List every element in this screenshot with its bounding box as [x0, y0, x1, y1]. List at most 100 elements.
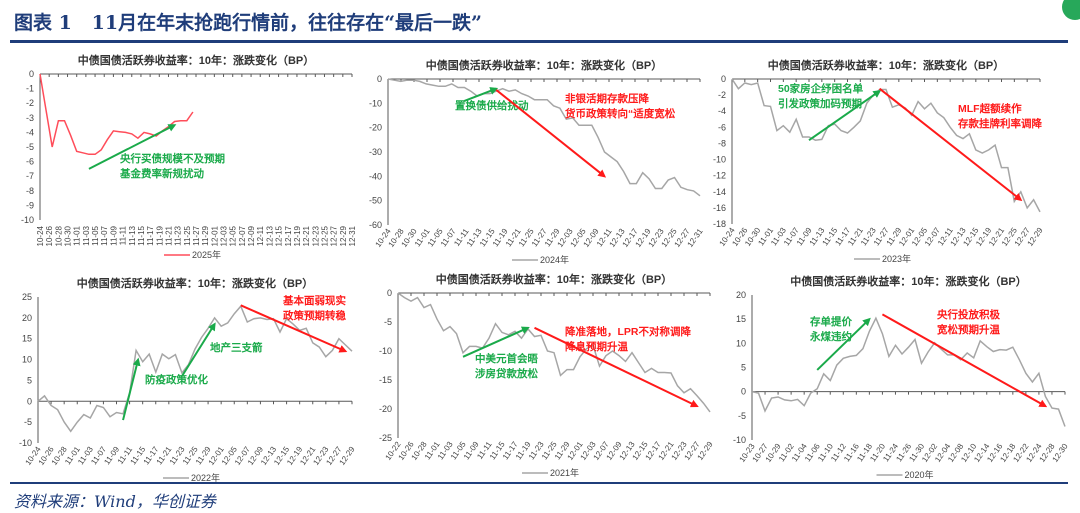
title-divider — [10, 40, 1068, 43]
annotation-text: 宽松预期升温 — [936, 323, 1000, 336]
app-badge-icon[interactable] — [1062, 0, 1080, 20]
footer-divider — [10, 482, 1068, 484]
y-tick-label: -30 — [369, 147, 382, 157]
series-line-2020年 — [751, 316, 1066, 427]
x-tick-label: 12-19 — [293, 225, 302, 246]
down-trend-arrow — [240, 304, 348, 353]
y-tick-label: -1 — [26, 84, 34, 94]
y-tick-label: -50 — [369, 196, 382, 206]
series-line-2024年 — [387, 78, 701, 197]
legend-label: 2022年 — [191, 472, 220, 483]
annotation-text: 置换债供给扰动 — [455, 99, 529, 112]
x-tick-label: 11-19 — [155, 225, 164, 245]
x-tick-label: 12-11 — [256, 225, 265, 245]
annotation-text: 降息预期升温 — [565, 340, 628, 353]
y-tick-label: -20 — [379, 404, 392, 414]
annotation-text: MLF超额续作 — [958, 102, 1022, 115]
y-tick-label: 10 — [22, 355, 32, 365]
annotation-text: 地产三支箭 — [210, 341, 263, 354]
chart-title: 中债国债活跃券收益率：10年：涨跌变化（BP） — [790, 274, 1027, 288]
chart-2022: 中债国债活跃券收益率：10年：涨跌变化（BP） 25 20 15 10 5 0 -5 -10 10… — [0, 270, 360, 483]
y-tick-label: 25 — [22, 292, 32, 302]
y-tick-label: -9 — [26, 200, 34, 210]
x-tick-label: 11-15 — [137, 225, 146, 245]
x-tick-label: 12-17 — [284, 225, 293, 246]
y-tick-label: -8 — [26, 186, 34, 196]
x-tick-label: 12-05 — [229, 225, 238, 246]
annotation-text: 非银活期存款压降 — [565, 92, 649, 105]
annotation-text: 货币政策转向“适度宽松 — [564, 107, 676, 120]
chart-svg: 中债国债活跃券收益率：10年：涨跌变化（BP）0-5-10-15-20-2510… — [379, 272, 715, 478]
up-trend-arrow — [464, 87, 499, 102]
annotation-text: 引发政策加码预期 — [778, 97, 862, 110]
y-tick-label: -10 — [379, 346, 392, 356]
y-tick-label: 5 — [741, 363, 746, 373]
y-tick-label: -12 — [713, 171, 726, 181]
chart-title: 中债国债活跃券收益率：10年：涨跌变化（BP） — [426, 58, 663, 72]
y-tick-label: -6 — [718, 122, 726, 132]
series-line-2022年 — [37, 304, 353, 433]
y-tick-label: 20 — [736, 290, 746, 300]
x-tick-label: 11-23 — [174, 225, 183, 245]
y-tick-label: -10 — [19, 438, 32, 448]
chart-svg: 中债国债活跃券收益率：10年：涨跌变化（BP） 0 -1 -2 -3 -4 -5 -6 -7 -8… — [21, 53, 357, 260]
y-tick-label: -2 — [26, 98, 34, 108]
y-tick-label: -60 — [369, 220, 382, 230]
annotation-text: 基本面弱现实 — [282, 294, 346, 307]
y-tick-label: -5 — [738, 411, 746, 421]
y-tick-label: 0 — [741, 387, 746, 397]
x-tick-label: 11-27 — [192, 225, 201, 245]
y-tick-label: 0 — [721, 74, 726, 84]
x-tick-label: 12-13 — [265, 225, 274, 246]
annotation-text: 防疫政策优化 — [145, 373, 208, 386]
y-tick-label: -14 — [713, 187, 726, 197]
chart-2025: 中债国债活跃券收益率：10年：涨跌变化（BP） 0 -1 -2 -3 -4 -5 -6 -7 -8… — [0, 52, 360, 267]
y-tick-label: 0 — [377, 74, 382, 84]
chart-title: 中债国债活跃券收益率：10年：涨跌变化（BP） — [78, 53, 315, 67]
up-trend-arrow — [88, 124, 177, 170]
y-tick-label: -5 — [26, 142, 34, 152]
down-trend-arrow — [534, 326, 699, 408]
y-tick-label: 20 — [22, 313, 32, 323]
down-trend-arrow — [495, 89, 607, 178]
annotation-text: 中美元首会晤 — [475, 352, 538, 365]
chart-svg: 中债国债活跃券收益率：10年：涨跌变化（BP）2520151050-5-1010… — [19, 276, 357, 483]
x-tick-label: 10-26 — [45, 225, 54, 246]
x-tick-label: 10-28 — [54, 225, 63, 246]
chart-title: 中债国债活跃券收益率：10年：涨跌变化（BP） — [436, 272, 673, 286]
y-tick-label: -40 — [369, 171, 382, 181]
y-tick-label: -25 — [379, 433, 392, 443]
y-tick-label: -6 — [26, 157, 34, 167]
x-tick-label: 12-23 — [311, 225, 320, 246]
y-tick-label: -20 — [369, 123, 382, 133]
y-tick-label: -7 — [26, 171, 34, 181]
annotation-text: 基金费率新规扰动 — [119, 167, 204, 180]
x-tick-label: 10-30 — [64, 225, 73, 246]
x-tick-label: 12-01 — [210, 225, 219, 246]
y-tick-label: -8 — [718, 138, 726, 148]
x-tick-label: 11-17 — [146, 225, 155, 245]
y-tick-label: -15 — [379, 375, 392, 385]
x-tick-label: 12-31 — [686, 227, 705, 249]
up-trend-arrow — [122, 357, 141, 421]
x-tick-label: 12-07 — [238, 225, 247, 246]
x-tick-label: 11-01 — [73, 225, 82, 245]
figure-title: 图表 1 11月在年末抢跑行情前，往往存在“最后一跌” — [14, 12, 482, 34]
annotation-text: 永煤违约 — [809, 330, 852, 343]
y-tick-label: -10 — [369, 98, 382, 108]
x-tick-label: 11-21 — [164, 225, 173, 245]
annotation-text: 存款挂牌利率调降 — [958, 117, 1042, 130]
x-tick-label: 12-29 — [338, 445, 357, 467]
chart-svg: 中债国债活跃券收益率：10年：涨跌变化（BP） 0 -10 -20 -30 -40 -50 -… — [369, 58, 705, 265]
up-trend-arrow — [181, 322, 216, 377]
series-line-2023年 — [731, 78, 1041, 213]
annotation-text: 央行买债规模不及预期 — [120, 152, 225, 165]
annotation-text: 降准落地，LPR不对称调降 — [565, 325, 691, 338]
x-tick-label: 12-15 — [275, 225, 284, 246]
chart-2024: 中债国债活跃券收益率：10年：涨跌变化（BP） 0 -10 -20 -30 -40 -50 -… — [360, 52, 710, 267]
y-tick-label: -2 — [718, 90, 726, 100]
legend-label: 2023年 — [882, 253, 911, 264]
y-tick-label: 0 — [27, 396, 32, 406]
x-tick-label: 12-25 — [320, 225, 329, 246]
x-tick-label: 12-03 — [220, 225, 229, 246]
